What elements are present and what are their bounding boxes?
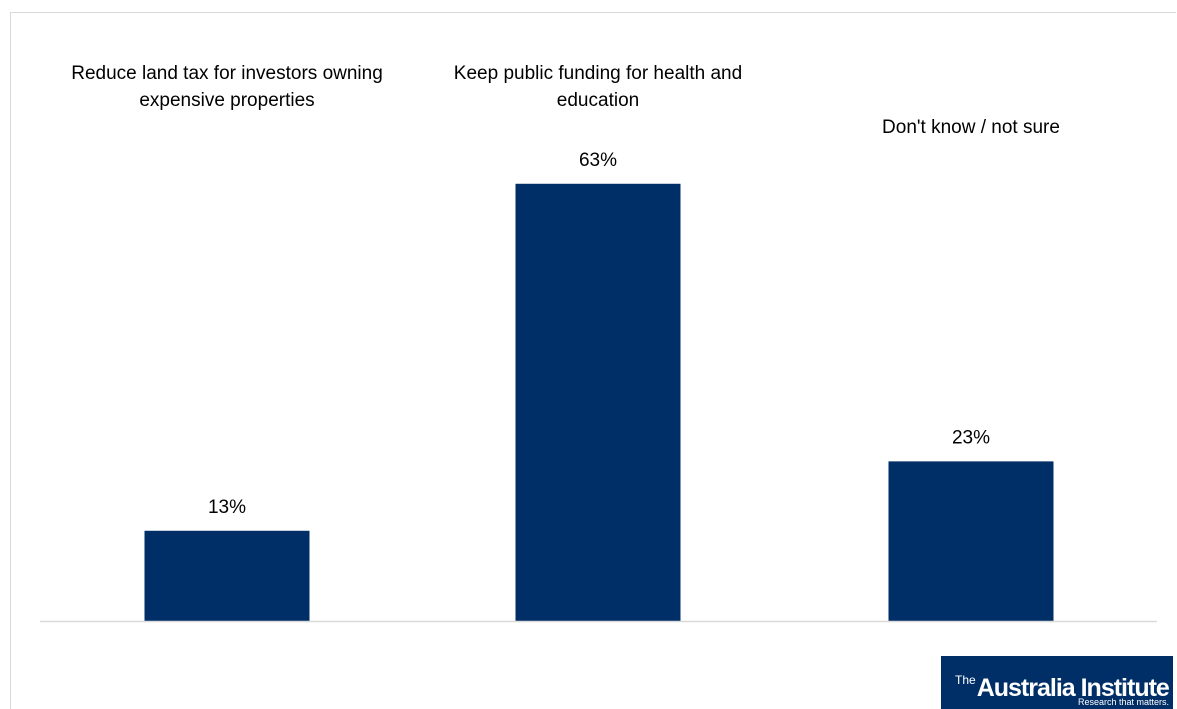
value-label-2: 63%	[579, 150, 617, 171]
category-label-3: Don't know / not sure	[882, 117, 1060, 138]
bar-3	[888, 461, 1054, 621]
value-label-1: 13%	[208, 497, 246, 518]
logo-tagline: Research that matters.	[1077, 697, 1169, 707]
value-labels-group: 13% 63% 23%	[208, 150, 990, 518]
category-label-1-line-2: expensive properties	[139, 90, 314, 111]
bar-1	[144, 530, 310, 621]
logo-background: TheAustralia Institute Research that mat…	[941, 656, 1173, 709]
bars-group	[144, 183, 1054, 621]
value-label-3: 23%	[952, 427, 990, 448]
logo-prefix: The	[955, 673, 976, 687]
category-label-1-line-1: Reduce land tax for investors owning	[71, 63, 383, 84]
category-label-2-line-2: education	[557, 90, 639, 111]
logo-name: Australia Institute	[976, 674, 1170, 702]
category-label-1: Reduce land tax for investors owning expe…	[71, 63, 383, 111]
category-label-2: Keep public funding for health and educat…	[454, 63, 742, 111]
chart-frame	[10, 12, 1176, 709]
logo-wordmark: TheAustralia Institute	[955, 665, 1170, 703]
australia-institute-logo: TheAustralia Institute Research that mat…	[941, 656, 1177, 709]
bar-2	[515, 183, 681, 621]
category-labels-group: Reduce land tax for investors owning expe…	[71, 63, 1060, 138]
category-label-2-line-1: Keep public funding for health and	[454, 63, 742, 84]
